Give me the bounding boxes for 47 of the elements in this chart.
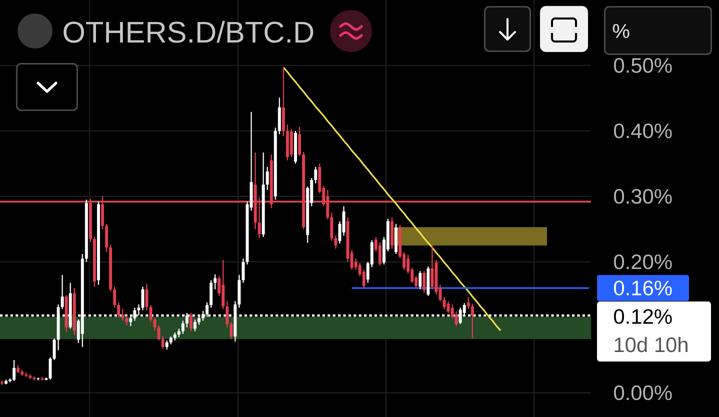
candlestick: [314, 166, 318, 184]
candlestick: [117, 302, 120, 318]
candlestick: [442, 296, 446, 310]
candlestick: [334, 235, 338, 250]
candlestick: [161, 336, 164, 350]
candlestick: [290, 128, 293, 158]
candlestick: [278, 96, 281, 135]
candlestick: [422, 270, 426, 294]
candlestick: [125, 314, 128, 326]
candlestick: [266, 166, 269, 190]
candlestick: [446, 300, 450, 314]
candlestick: [113, 286, 116, 308]
candlestick: [330, 212, 334, 242]
candlestick: [165, 340, 168, 350]
candlestick: [378, 242, 382, 266]
candlestick: [12, 359, 16, 382]
candlestick: [210, 280, 213, 308]
candlestick: [189, 312, 192, 332]
y-tick-label: 0.20%: [614, 254, 672, 270]
text: %: [612, 24, 630, 38]
candlestick: [52, 338, 56, 361]
candlestick: [181, 320, 184, 334]
candlestick: [226, 300, 229, 328]
candlestick: [362, 269, 366, 289]
ref-line-label: 0.12%: [614, 309, 672, 324]
candlestick: [121, 308, 124, 322]
candlestick: [466, 296, 470, 310]
candlestick: [214, 274, 217, 290]
candlestick: [418, 270, 422, 290]
y-tick-label: 0.50%: [614, 58, 672, 73]
candlestick: [470, 303, 474, 339]
candlestick: [230, 322, 233, 340]
y-tick-label: 0.40%: [614, 124, 672, 138]
candlestick: [282, 66, 285, 137]
candlestick: [298, 126, 302, 156]
candlestick: [157, 324, 160, 341]
candlestick: [105, 223, 108, 253]
text: 10d 10h: [614, 336, 688, 352]
text: 0.16%: [614, 280, 672, 296]
text: OTHERS.D/BTC.D: [64, 20, 314, 43]
candlestick: [430, 244, 434, 290]
candlestick: [60, 274, 64, 310]
candlestick: [222, 259, 225, 310]
candlestick: [194, 318, 196, 332]
y-tick-label: 0.30%: [614, 188, 672, 204]
y-tick-label: 0.00%: [614, 385, 672, 400]
candlestick: [454, 311, 458, 327]
